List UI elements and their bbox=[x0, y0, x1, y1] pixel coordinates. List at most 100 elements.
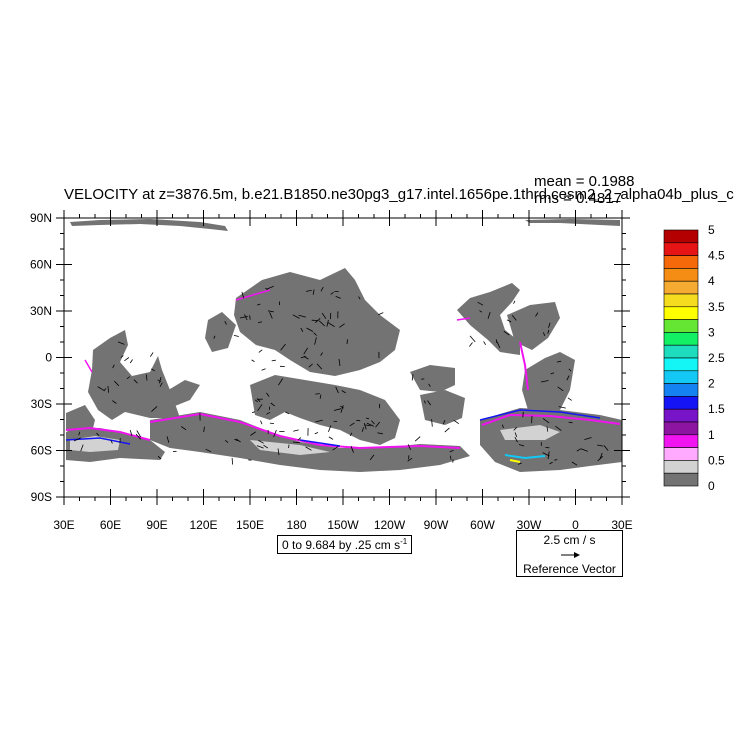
colorbar-labels: 5 4.5 4 3.5 3 2.5 2 1.5 1 0.5 0 bbox=[708, 223, 725, 493]
velocity-vector bbox=[371, 420, 375, 425]
velocity-vector bbox=[159, 376, 162, 384]
velocity-vector bbox=[542, 452, 550, 457]
reference-vector-label: Reference Vector bbox=[523, 562, 616, 576]
velocity-vector bbox=[157, 455, 162, 460]
colorbar-swatch bbox=[663, 396, 699, 410]
velocity-vector bbox=[450, 455, 452, 460]
velocity-vector bbox=[151, 406, 158, 412]
velocity-vector bbox=[597, 444, 604, 447]
colorbar-swatch bbox=[663, 242, 699, 256]
velocity-vector bbox=[514, 436, 518, 443]
colorbar-swatch bbox=[663, 268, 699, 282]
velocity-vector bbox=[341, 390, 346, 394]
velocity-vector bbox=[548, 322, 551, 328]
velocity-vector bbox=[338, 358, 341, 367]
plot-title: VELOCITY at z=3876.5m, b.e21.B1850.ne30p… bbox=[64, 186, 734, 203]
colorbar-swatch bbox=[663, 280, 699, 295]
velocity-vector bbox=[366, 422, 374, 427]
colorbar-swatch bbox=[663, 370, 699, 384]
se-pacific-region bbox=[420, 390, 465, 425]
west-pacific-region bbox=[160, 380, 200, 408]
velocity-vector bbox=[333, 408, 342, 411]
colorbar-swatch bbox=[663, 472, 699, 487]
colorbar-swatch bbox=[663, 332, 699, 346]
velocity-vector bbox=[378, 312, 384, 316]
velocity-vector bbox=[320, 286, 324, 292]
boundary-current-high bbox=[481, 341, 621, 426]
velocity-vector bbox=[80, 444, 84, 452]
velocity-vector bbox=[256, 445, 264, 449]
arctic-region-east bbox=[525, 219, 620, 226]
lon-label: 120W bbox=[374, 518, 406, 532]
velocity-vector bbox=[263, 444, 269, 449]
velocity-vector bbox=[314, 337, 317, 345]
velocity-vector bbox=[129, 429, 133, 437]
colorbar-label: 0.5 bbox=[708, 453, 725, 467]
velocity-vector bbox=[313, 332, 317, 336]
reference-vector-box: 2.5 cm / s Reference Vector bbox=[516, 530, 623, 577]
velocity-vector bbox=[266, 285, 274, 290]
velocity-vector bbox=[349, 432, 353, 437]
lon-label: 30E bbox=[611, 518, 632, 532]
velocity-vector bbox=[224, 321, 227, 325]
velocity-vector bbox=[241, 291, 245, 299]
velocity-vector bbox=[330, 291, 334, 295]
colorbar-swatch bbox=[663, 255, 699, 269]
velocity-vector bbox=[580, 448, 588, 452]
indian-ocean-region bbox=[88, 330, 180, 420]
colorbar-swatch bbox=[663, 344, 699, 359]
velocity-vector bbox=[444, 427, 450, 433]
velocity-vector bbox=[180, 426, 187, 431]
velocity-vector bbox=[320, 352, 323, 356]
colorbar-swatch bbox=[663, 293, 699, 308]
velocity-vector bbox=[235, 438, 241, 443]
colorbar-label: 1 bbox=[708, 428, 715, 442]
velocity-vector bbox=[107, 385, 109, 393]
low-speed-shading bbox=[250, 440, 330, 455]
velocity-vector bbox=[449, 449, 454, 453]
velocity-vector bbox=[369, 454, 375, 461]
velocity-vector bbox=[257, 321, 263, 324]
velocity-vector bbox=[332, 446, 339, 451]
colorbar-label: 0 bbox=[708, 479, 715, 493]
velocity-vector bbox=[407, 457, 413, 462]
colorbar-label: 5 bbox=[708, 223, 715, 237]
colorbar-swatch bbox=[663, 460, 699, 474]
reference-vector-arrow-icon bbox=[561, 552, 580, 558]
velocity-vector bbox=[157, 379, 162, 383]
velocity-vector bbox=[340, 405, 344, 409]
velocity-vector bbox=[314, 432, 319, 435]
velocity-vector bbox=[483, 341, 486, 346]
velocity-vector bbox=[556, 360, 562, 363]
velocity-vector bbox=[318, 320, 325, 327]
colorbar-swatch bbox=[663, 319, 699, 333]
boundary-current-high bbox=[509, 459, 521, 463]
colorbar-label: 1.5 bbox=[708, 402, 725, 416]
velocity-vector bbox=[513, 300, 516, 304]
velocity-vector bbox=[358, 296, 361, 300]
velocity-vector bbox=[568, 421, 573, 424]
velocity-vector bbox=[292, 441, 300, 444]
velocity-vector bbox=[349, 422, 355, 427]
velocity-vector bbox=[126, 376, 131, 380]
velocity-vector bbox=[251, 411, 256, 413]
velocity-vector bbox=[518, 444, 525, 447]
velocity-vector bbox=[305, 446, 312, 451]
rms-text: rms = 0.4817 bbox=[534, 190, 622, 207]
velocity-vector bbox=[549, 461, 553, 465]
velocity-vector bbox=[535, 312, 539, 317]
velocity-vector bbox=[327, 322, 335, 328]
velocity-vector bbox=[566, 375, 570, 381]
velocity-vector bbox=[506, 319, 512, 323]
colorbar-label: 3.5 bbox=[708, 300, 725, 314]
velocity-vector bbox=[117, 341, 125, 345]
velocity-vector bbox=[350, 446, 354, 453]
velocity-vector bbox=[375, 421, 381, 428]
lon-label: 60W bbox=[470, 518, 495, 532]
lon-label: 150W bbox=[327, 518, 359, 532]
velocity-vector bbox=[269, 312, 273, 319]
arctic-region-west bbox=[70, 219, 228, 231]
velocity-vector bbox=[303, 347, 309, 355]
velocity-vector bbox=[231, 457, 233, 465]
velocity-vector bbox=[256, 303, 261, 306]
